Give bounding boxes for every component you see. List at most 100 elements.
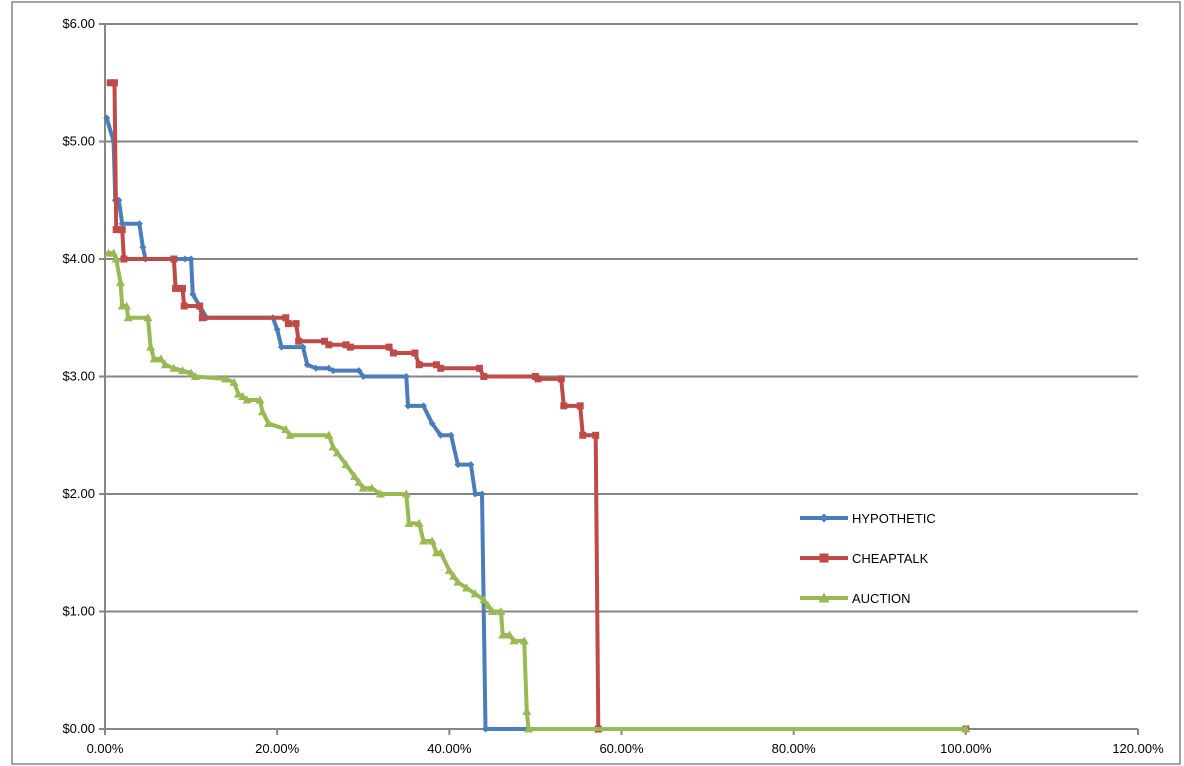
- legend-marker-cheaptalk: [819, 553, 829, 563]
- legend-marker-hypothetic: [819, 513, 829, 523]
- data-point-cheaptalk: [475, 364, 483, 372]
- data-point-auction: [221, 374, 231, 383]
- data-point-cheaptalk: [295, 337, 303, 345]
- data-point-cheaptalk: [110, 79, 118, 87]
- data-point-cheaptalk: [106, 79, 114, 87]
- y-tick-label: $4.00: [62, 251, 95, 266]
- data-point-auction: [449, 571, 459, 580]
- data-point-auction: [111, 254, 121, 263]
- data-point-cheaptalk: [178, 284, 186, 292]
- data-point-hypothetic: [187, 255, 195, 263]
- data-point-hypothetic: [181, 255, 189, 263]
- legend-marker-auction: [818, 592, 830, 603]
- data-point-hypothetic: [139, 243, 147, 251]
- y-tick-label: $0.00: [62, 721, 95, 736]
- data-point-auction: [519, 636, 529, 645]
- x-tick-label: 20.00%: [255, 741, 300, 756]
- data-point-cheaptalk: [292, 320, 300, 328]
- data-point-auction: [281, 424, 291, 433]
- data-point-hypothetic: [355, 367, 363, 375]
- data-point-cheaptalk: [560, 402, 568, 410]
- data-point-auction: [285, 430, 295, 439]
- data-point-auction: [238, 391, 248, 400]
- data-point-auction: [444, 565, 454, 574]
- y-tick-label: $2.00: [62, 486, 95, 501]
- data-point-auction: [470, 589, 480, 598]
- data-point-auction: [961, 724, 971, 733]
- data-point-auction: [496, 607, 506, 615]
- data-point-auction: [524, 724, 534, 733]
- data-point-auction: [122, 301, 132, 310]
- data-point-cheaptalk: [579, 431, 587, 439]
- data-point-hypothetic: [447, 431, 455, 439]
- data-point-auction: [375, 489, 385, 498]
- data-point-auction: [479, 595, 489, 604]
- data-point-auction: [109, 248, 119, 257]
- data-point-auction: [522, 706, 532, 715]
- series-line-auction: [108, 251, 966, 731]
- data-point-auction: [258, 407, 268, 416]
- x-tick-label: 80.00%: [772, 741, 817, 756]
- data-point-cheaptalk: [321, 337, 329, 345]
- legend-label-hypothetic: HYPOTHETIC: [852, 511, 936, 526]
- data-point-cheaptalk: [432, 361, 440, 369]
- data-point-hypothetic: [481, 725, 489, 733]
- data-point-hypothetic: [189, 290, 197, 298]
- data-point-auction: [143, 313, 153, 322]
- data-point-auction: [115, 278, 125, 286]
- data-point-auction: [401, 489, 411, 498]
- data-point-hypothetic: [471, 490, 479, 498]
- data-point-auction: [146, 342, 156, 351]
- data-point-auction: [462, 583, 472, 592]
- data-point-auction: [169, 363, 179, 372]
- data-point-cheaptalk: [196, 302, 204, 310]
- data-point-hypothetic: [273, 326, 281, 333]
- data-point-cheaptalk: [172, 284, 180, 292]
- data-point-hypothetic: [437, 431, 445, 439]
- data-point-auction: [341, 460, 351, 469]
- data-point-cheaptalk: [112, 226, 120, 234]
- data-point-auction: [419, 536, 429, 545]
- data-point-hypothetic: [478, 490, 486, 498]
- data-point-auction: [483, 601, 493, 610]
- data-point-auction: [414, 518, 424, 527]
- data-point-cheaptalk: [480, 373, 488, 380]
- data-point-hypothetic: [329, 367, 337, 375]
- data-point-hypothetic: [467, 461, 475, 469]
- data-point-cheaptalk: [415, 361, 423, 369]
- data-point-hypothetic: [118, 220, 126, 228]
- data-point-cheaptalk: [284, 320, 292, 328]
- data-point-auction: [509, 636, 519, 645]
- data-point-auction: [487, 607, 497, 615]
- data-point-hypothetic: [420, 402, 428, 410]
- data-point-auction: [229, 377, 239, 386]
- data-point-cheaptalk: [170, 255, 178, 263]
- data-point-auction: [186, 368, 196, 377]
- data-point-cheaptalk: [120, 255, 128, 263]
- y-tick-label: $3.00: [62, 369, 95, 384]
- data-point-auction: [160, 360, 170, 369]
- data-point-hypothetic: [277, 343, 285, 351]
- y-tick-label: $5.00: [62, 134, 95, 149]
- data-point-auction: [324, 430, 334, 439]
- data-point-auction: [264, 419, 274, 427]
- data-point-cheaptalk: [282, 314, 290, 322]
- data-point-auction: [242, 395, 252, 404]
- data-point-auction: [404, 518, 414, 527]
- data-point-auction: [498, 630, 508, 639]
- data-point-auction: [332, 448, 342, 457]
- data-point-cheaptalk: [592, 431, 600, 439]
- x-tick-label: 40.00%: [427, 741, 472, 756]
- data-point-cheaptalk: [346, 343, 354, 351]
- data-point-hypothetic: [312, 364, 320, 372]
- x-tick-label: 100.00%: [940, 741, 992, 756]
- data-point-cheaptalk: [389, 349, 397, 357]
- data-point-hypothetic: [303, 361, 311, 369]
- data-point-auction: [453, 577, 463, 586]
- data-point-auction: [156, 354, 166, 363]
- data-point-hypothetic: [428, 420, 436, 427]
- data-point-auction: [505, 630, 515, 639]
- series-line-cheaptalk: [110, 80, 966, 731]
